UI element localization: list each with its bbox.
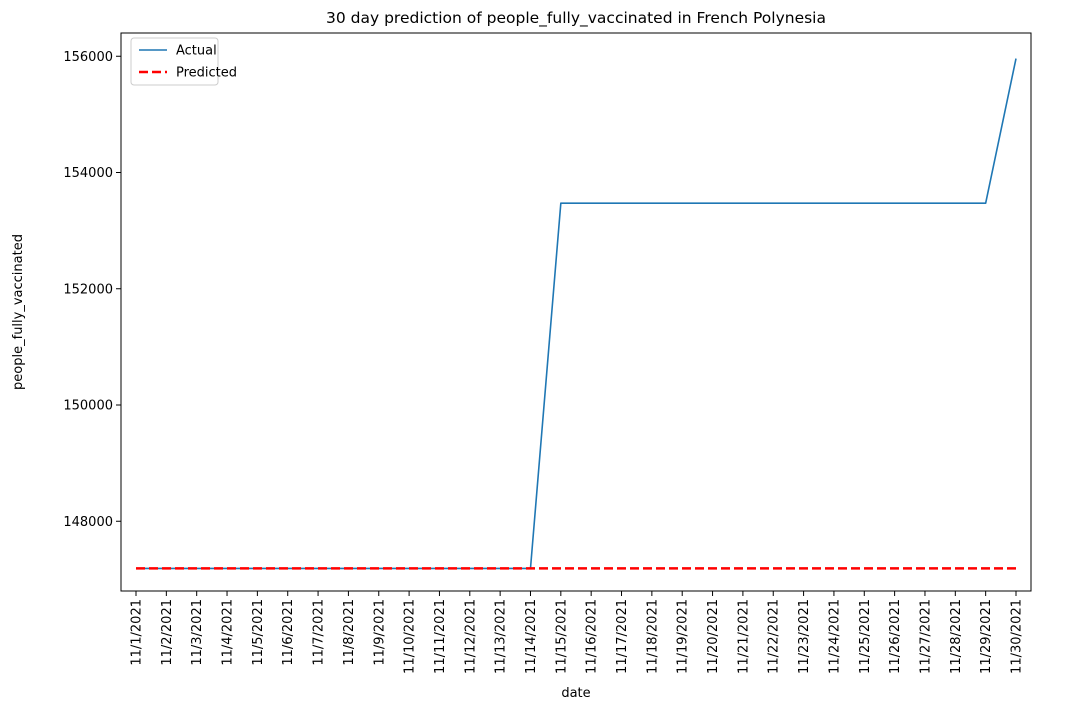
x-tick-label: 11/29/2021 (979, 599, 994, 674)
x-tick-label: 11/25/2021 (858, 599, 873, 674)
x-tick-label: 11/3/2021 (190, 599, 205, 666)
x-tick-label: 11/15/2021 (554, 599, 569, 674)
x-tick-label: 11/8/2021 (342, 599, 357, 666)
x-tick-label: 11/22/2021 (767, 599, 782, 674)
x-tick-label: 11/24/2021 (827, 599, 842, 674)
x-tick-label: 11/12/2021 (463, 599, 478, 674)
x-axis-title: date (561, 686, 590, 701)
x-tick-label: 11/21/2021 (736, 599, 751, 674)
x-tick-label: 11/1/2021 (130, 599, 145, 666)
x-tick-label: 11/28/2021 (949, 599, 964, 674)
legend-label-actual: Actual (176, 44, 217, 59)
x-tick-label: 11/16/2021 (585, 599, 600, 674)
series-line-actual (136, 58, 1017, 570)
x-tick-label: 11/10/2021 (403, 599, 418, 674)
x-tick-label: 11/4/2021 (221, 599, 236, 666)
plot-area: 148000 150000 152000 154000 156000 11/1/2021 1… (63, 32, 1032, 674)
x-tick-label: 11/23/2021 (797, 599, 812, 674)
x-tick-label: 11/20/2021 (706, 599, 721, 674)
x-tick-label: 11/19/2021 (676, 599, 691, 674)
x-tick-label: 11/2/2021 (160, 599, 175, 666)
x-tick-label: 11/5/2021 (251, 599, 266, 666)
legend-label-predicted: Predicted (176, 66, 237, 81)
plot-frame (120, 32, 1032, 592)
x-tick-label: 11/26/2021 (888, 599, 903, 674)
x-tick-label: 11/14/2021 (524, 599, 539, 674)
x-tick-label: 11/7/2021 (312, 599, 327, 666)
chart-title: 30 day prediction of people_fully_vaccin… (326, 9, 826, 28)
x-tick-label: 11/6/2021 (281, 599, 296, 666)
y-tick-label: 148000 (63, 515, 113, 530)
y-tick-label: 156000 (63, 50, 113, 65)
x-tick-label: 11/17/2021 (615, 599, 630, 674)
x-tick-label: 11/13/2021 (494, 599, 509, 674)
x-tick-label: 11/11/2021 (433, 599, 448, 674)
y-tick-label: 154000 (63, 166, 113, 181)
y-tick-label: 150000 (63, 399, 113, 414)
x-tick-label: 11/18/2021 (645, 599, 660, 674)
y-axis-title: people_fully_vaccinated (11, 234, 26, 390)
x-tick-label: 11/9/2021 (372, 599, 387, 666)
x-tick-label: 11/27/2021 (918, 599, 933, 674)
y-tick-label: 152000 (63, 282, 113, 297)
legend: Actual Predicted (130, 37, 237, 86)
x-tick-label: 11/30/2021 (1010, 599, 1025, 674)
